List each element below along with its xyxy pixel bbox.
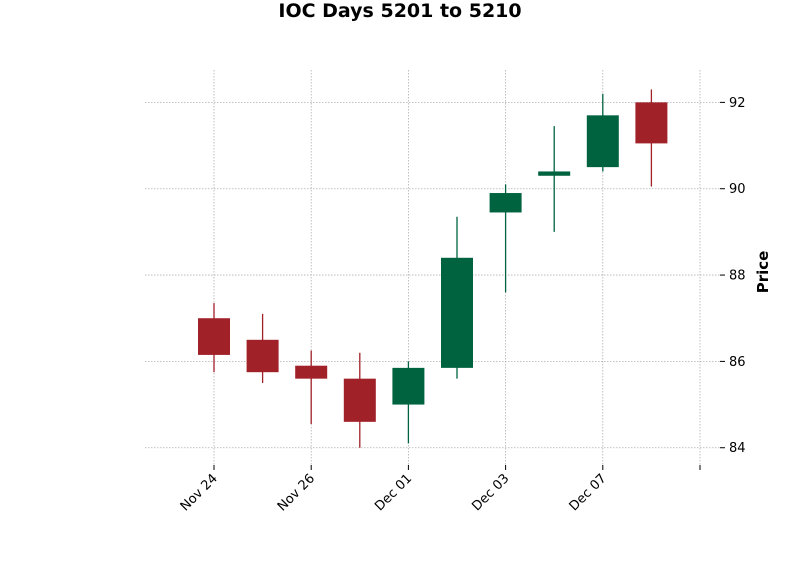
y-tick-label: 86 (729, 355, 746, 370)
candle (198, 303, 230, 373)
x-tick-label: Dec 03 (469, 471, 512, 514)
candle (246, 313, 279, 383)
chart-title: IOC Days 5201 to 5210 (278, 0, 521, 22)
candle-body (246, 339, 279, 373)
candle (295, 350, 328, 424)
candle-body (538, 171, 571, 176)
x-tick-label: Nov 26 (275, 471, 318, 514)
y-tick-label: 92 (729, 96, 746, 111)
candle-body (586, 115, 619, 168)
candle (635, 89, 668, 187)
candle-layer (198, 89, 668, 448)
x-tick-label: Nov 24 (178, 471, 221, 514)
candle (538, 126, 571, 232)
candle-body (343, 378, 376, 422)
candle-body (392, 367, 425, 405)
candle (489, 184, 522, 293)
candle-body (489, 193, 522, 213)
candle (441, 216, 473, 379)
candle (586, 93, 619, 172)
y-tick-label: 90 (729, 182, 746, 197)
candle-body (441, 257, 473, 368)
candle (343, 352, 376, 448)
candle (392, 361, 425, 444)
candle-body (198, 318, 230, 355)
y-tick-label: 88 (729, 269, 746, 284)
x-tick-label: Dec 07 (567, 471, 610, 514)
x-tick-label: Dec 01 (372, 471, 415, 514)
candle-body (635, 102, 668, 144)
y-tick-label: 84 (729, 441, 746, 456)
grid-layer (145, 70, 720, 465)
y-axis-label: Price (754, 251, 772, 294)
candle-body (295, 365, 328, 379)
